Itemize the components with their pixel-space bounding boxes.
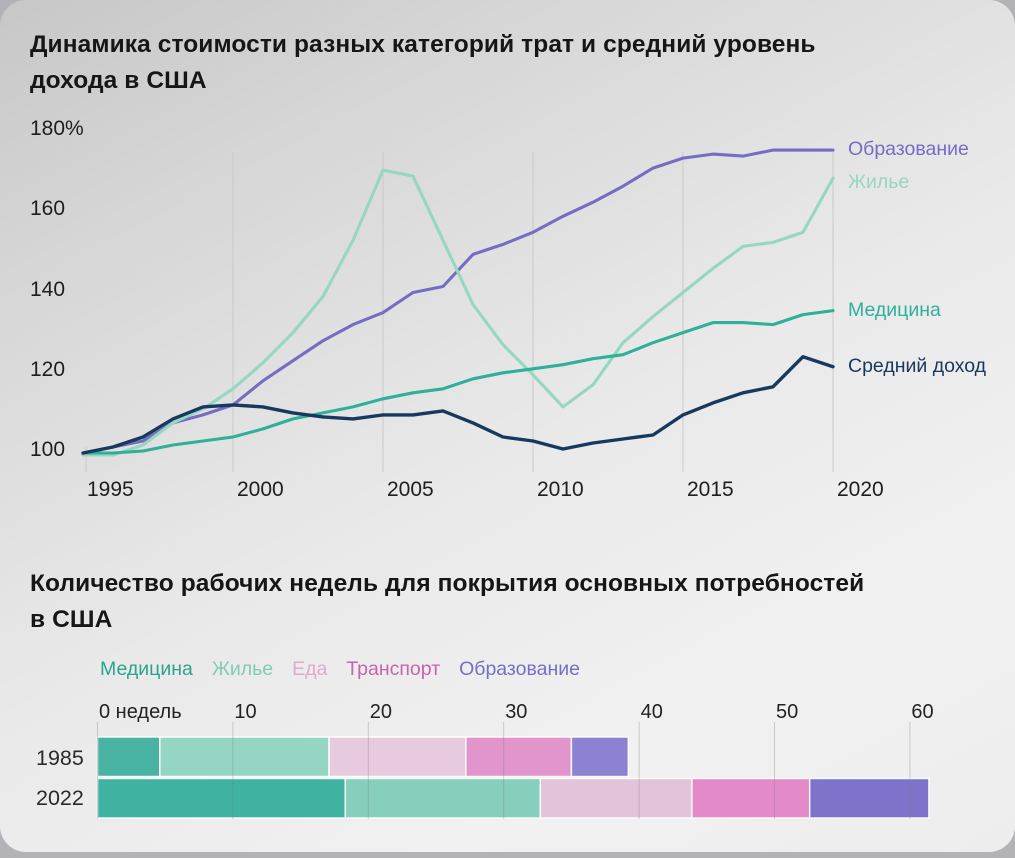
bar-x-tick-label-60: 60 xyxy=(911,701,934,723)
line-legend-medicine: Медицина xyxy=(848,299,941,321)
bar-chart-title: Количество рабочих недель для покрытия о… xyxy=(30,566,980,638)
line-chart-title-line1: Динамика стоимости разных категорий трат… xyxy=(30,31,816,58)
line-legend-education: Образование xyxy=(848,138,969,160)
y-tick-label-140: 140 xyxy=(30,277,66,301)
bar-2022-medicine xyxy=(96,777,347,819)
bar-2022-housing xyxy=(344,777,542,819)
line-legend-income: Средний доход xyxy=(848,355,987,377)
bar-1985-housing xyxy=(159,736,330,778)
bar-legend-education: Образование xyxy=(459,658,580,680)
bar-legend-medicine: Медицина xyxy=(100,658,193,680)
bar-row-label-2022: 2022 xyxy=(36,786,84,810)
bar-x-tick-label-0: 0 недель xyxy=(99,701,182,723)
bar-chart-title-line2: в США xyxy=(30,606,113,633)
line-chart-title: Динамика стоимости разных категорий трат… xyxy=(30,27,980,99)
line-chart-title-line2: дохода в США xyxy=(30,67,207,94)
bar-x-tick-label-10: 10 xyxy=(234,701,257,723)
bar-legend-housing: Жилье xyxy=(211,658,274,680)
bar-x-tick-label-40: 40 xyxy=(640,701,663,723)
bar-row-label-1985: 1985 xyxy=(36,746,84,770)
line-housing xyxy=(81,168,835,457)
y-tick-label-120: 120 xyxy=(30,357,66,381)
x-tick-label-1995: 1995 xyxy=(87,478,134,501)
bar-x-tick-label-30: 30 xyxy=(505,701,528,723)
bar-x-tick-label-20: 20 xyxy=(369,701,393,723)
line-income xyxy=(81,355,835,455)
bar-chart-title-line1: Количество рабочих недель для покрытия о… xyxy=(30,570,865,597)
bar-1985-transport xyxy=(465,736,573,778)
bar-2022-food xyxy=(539,777,693,819)
y-tick-label-180: 180% xyxy=(30,117,84,140)
bar-1985-medicine xyxy=(96,736,161,778)
bar-chart-legend: Медицина Жилье Еда Транспорт Образование xyxy=(100,658,580,681)
bar-2022-transport xyxy=(691,777,811,819)
line-medicine xyxy=(81,309,835,455)
x-tick-label-2005: 2005 xyxy=(387,478,434,501)
bar-1985-food xyxy=(328,736,467,778)
bar-x-tick-label-50: 50 xyxy=(776,701,799,723)
x-tick-label-2010: 2010 xyxy=(537,478,584,501)
bar-legend-food: Еда xyxy=(292,658,328,680)
bar-1985-education xyxy=(570,736,630,778)
x-tick-label-2020: 2020 xyxy=(837,478,884,501)
x-tick-label-2015: 2015 xyxy=(687,478,734,501)
line-education xyxy=(81,148,835,455)
x-tick-label-2000: 2000 xyxy=(237,478,284,501)
bar-legend-transport: Транспорт xyxy=(346,658,441,680)
y-tick-label-100: 100 xyxy=(30,438,66,461)
bar-2022-education xyxy=(808,777,930,819)
line-legend-housing: Жилье xyxy=(848,171,910,193)
y-tick-label-160: 160 xyxy=(30,197,66,221)
